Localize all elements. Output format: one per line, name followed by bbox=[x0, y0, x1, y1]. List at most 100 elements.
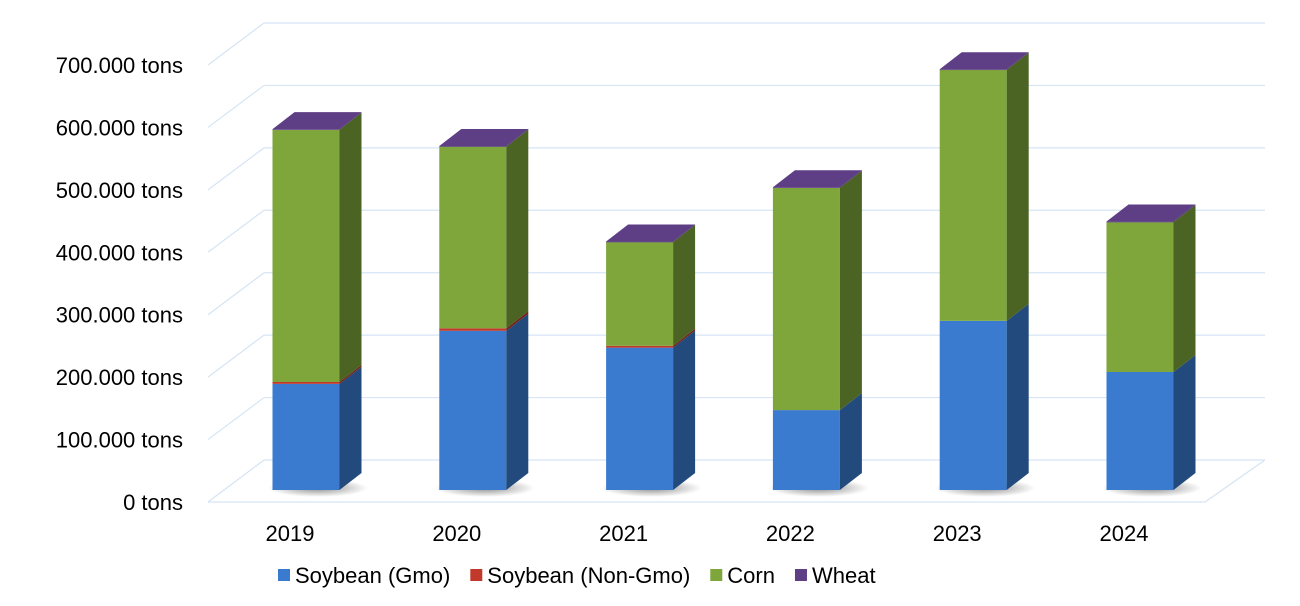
bar-side-face bbox=[673, 224, 696, 243]
bar-segment-wheat-2024 bbox=[1106, 204, 1196, 223]
bar-segment-wheat-2020 bbox=[439, 129, 529, 147]
bar-segment-wheat-2023 bbox=[939, 52, 1029, 71]
bar-front-face bbox=[272, 129, 340, 130]
gridline-diagonal bbox=[207, 459, 265, 503]
legend-swatch bbox=[278, 569, 290, 581]
y-tick-label: 700.000 tons bbox=[56, 53, 183, 78]
x-tick-label: 2020 bbox=[432, 521, 481, 546]
legend-label: Soybean (Gmo) bbox=[295, 563, 450, 588]
gridline-diagonal bbox=[207, 334, 265, 378]
bar-side-face bbox=[839, 170, 862, 188]
bar-side-face bbox=[839, 170, 862, 411]
bar-side-face bbox=[1006, 52, 1029, 70]
y-tick-label: 300.000 tons bbox=[56, 303, 183, 328]
bar-front-face bbox=[606, 241, 674, 243]
y-tick-label: 500.000 tons bbox=[56, 178, 183, 203]
bar-top-face bbox=[439, 129, 529, 147]
bar-segment-soybean-gmo--2021 bbox=[606, 330, 696, 490]
bar-side-face bbox=[1173, 205, 1196, 373]
bar-front-face bbox=[772, 187, 840, 411]
bar-segment-soybean-gmo--2019 bbox=[272, 366, 362, 490]
bar-top-face bbox=[272, 112, 362, 130]
legend-swatch bbox=[710, 569, 723, 581]
bar-segment-corn-2019 bbox=[272, 112, 362, 382]
bar-segment-soybean-non-gmo--2020 bbox=[439, 311, 529, 331]
y-axis-ticks: 0 tons 100.000 tons 200.000 tons 300.000 to… bbox=[56, 53, 183, 515]
y-tick-label: 100.000 tons bbox=[56, 428, 183, 453]
bar-side-face bbox=[506, 129, 529, 329]
bar-segment-corn-2021 bbox=[606, 225, 696, 346]
x-tick-label: 2024 bbox=[1100, 521, 1149, 546]
bar-side-face bbox=[1006, 52, 1029, 321]
legend-item: Corn bbox=[710, 563, 775, 588]
bar-side-face bbox=[506, 311, 529, 331]
bar-side-face bbox=[1173, 355, 1196, 490]
bar-side-face bbox=[1173, 204, 1196, 223]
bar-front-face bbox=[939, 320, 1007, 490]
bar-side-face bbox=[506, 129, 529, 147]
bar-top-face bbox=[606, 224, 696, 242]
y-tick-label: 400.000 tons bbox=[56, 240, 183, 265]
legend-item: Soybean (Gmo) bbox=[278, 563, 450, 588]
bar-side-face bbox=[506, 313, 529, 490]
bar-segment-soybean-non-gmo--2019 bbox=[272, 364, 362, 384]
gridline-diagonal bbox=[207, 84, 265, 128]
legend-item: Soybean (Non-Gmo) bbox=[470, 563, 690, 588]
bar-segment-soybean-gmo--2023 bbox=[939, 303, 1029, 490]
bar-front-face bbox=[772, 410, 840, 490]
legend-swatch bbox=[470, 569, 483, 581]
bar-front-face bbox=[1106, 222, 1174, 373]
bar-side-face bbox=[339, 112, 362, 382]
x-tick-label: 2019 bbox=[266, 521, 315, 546]
bar-front-face bbox=[606, 347, 674, 490]
x-tick-label: 2022 bbox=[766, 521, 815, 546]
bar-front-face bbox=[1106, 372, 1174, 490]
bar-front-face bbox=[439, 146, 507, 329]
x-axis-ticks: 2019 2020 2021 2022 2023 2024 bbox=[266, 521, 1149, 546]
bar-front-face bbox=[606, 345, 674, 348]
bar-segment-wheat-2019 bbox=[272, 112, 362, 130]
bar-segment-corn-2022 bbox=[772, 170, 862, 411]
bar-side-face bbox=[339, 364, 362, 384]
bar-segment-wheat-2022 bbox=[772, 170, 862, 189]
bars bbox=[268, 52, 1202, 497]
bar-front-face bbox=[939, 69, 1007, 71]
bar-side-face bbox=[339, 366, 362, 490]
bar-front-face bbox=[1106, 221, 1174, 223]
gridlines bbox=[207, 22, 1266, 503]
gridline-diagonal bbox=[207, 209, 265, 253]
floor-right-edge bbox=[1204, 459, 1266, 503]
bar-front-face bbox=[772, 187, 840, 189]
bar-side-face bbox=[339, 112, 362, 130]
bar-front-face bbox=[272, 129, 340, 382]
bar-top-face bbox=[772, 170, 862, 188]
bar-front-face bbox=[439, 146, 507, 147]
bar-segment-soybean-gmo--2024 bbox=[1106, 355, 1196, 490]
bar-segment-corn-2020 bbox=[439, 129, 529, 329]
legend-label: Soybean (Non-Gmo) bbox=[487, 563, 690, 588]
legend: Soybean (Gmo) Soybean (Non-Gmo) Corn Wheat bbox=[278, 563, 876, 588]
bar-segment-wheat-2021 bbox=[606, 224, 696, 243]
bar-side-face bbox=[1006, 303, 1029, 490]
bar-top-face bbox=[939, 52, 1029, 70]
legend-label: Wheat bbox=[812, 563, 876, 588]
bar-front-face bbox=[939, 69, 1007, 321]
bar-side-face bbox=[673, 330, 696, 490]
legend-label: Corn bbox=[727, 563, 775, 588]
bar-side-face bbox=[673, 328, 696, 348]
x-tick-label: 2023 bbox=[933, 521, 982, 546]
x-tick-label: 2021 bbox=[599, 521, 648, 546]
bar-top-face bbox=[1106, 204, 1196, 222]
bar-side-face bbox=[673, 225, 696, 346]
bar-segment-soybean-non-gmo--2021 bbox=[606, 328, 696, 348]
bar-front-face bbox=[272, 383, 340, 490]
gridline-diagonal bbox=[207, 397, 265, 441]
bar-front-face bbox=[439, 330, 507, 490]
legend-swatch bbox=[794, 569, 807, 581]
gridline-diagonal bbox=[207, 272, 265, 316]
gridline-diagonal bbox=[207, 22, 265, 66]
gridline-diagonal bbox=[207, 147, 265, 191]
bar-side-face bbox=[839, 393, 862, 490]
bar-segment-soybean-gmo--2022 bbox=[772, 393, 862, 490]
